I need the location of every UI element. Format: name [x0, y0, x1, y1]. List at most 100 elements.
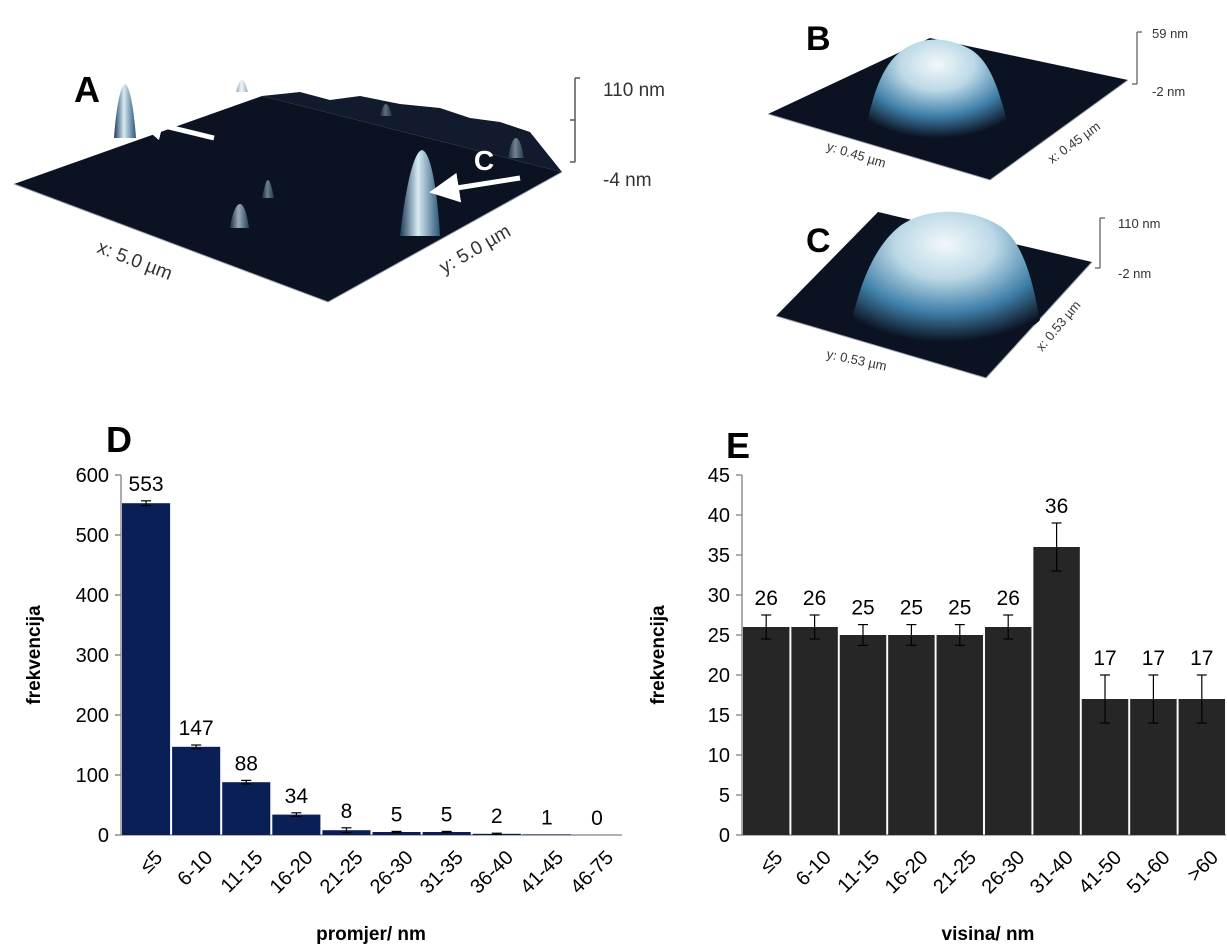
chart-e-x-tick-label: 41-50	[1074, 847, 1126, 899]
chart-d-x-tick-label: 16-20	[266, 847, 318, 899]
chart-e-data-label: 25	[900, 597, 923, 620]
chart-e-y-tick-label: 15	[708, 705, 730, 727]
chart-e-x-tick-label: ≤5	[756, 847, 787, 878]
panel-c-y-label: y: 0.53 µm	[825, 346, 888, 373]
chart-e-x-tick-label: 51-60	[1123, 847, 1175, 899]
chart-d-data-label: 88	[235, 752, 258, 775]
panel-b-scale-bottom: -2 nm	[1152, 84, 1185, 99]
panel-b-peak	[866, 39, 1008, 139]
chart-d-bar	[172, 746, 221, 835]
chart-d-x-tick-label: 11-15	[217, 847, 268, 898]
chart-d-data-label: 8	[341, 800, 353, 823]
chart-d-xlabel: promjer/ nm	[316, 924, 426, 945]
chart-e-y-tick-label: 20	[708, 665, 730, 687]
panel-b-scale-top: 59 nm	[1152, 26, 1188, 41]
small-peak	[380, 104, 392, 116]
chart-e-y-tick-label: 25	[708, 625, 730, 647]
chart-d-x-tick-label: 21-25	[316, 847, 368, 899]
chart-e-bar	[1033, 547, 1080, 835]
peak-c-spike	[400, 150, 440, 236]
chart-d-x-tick-label: 26-30	[366, 847, 418, 899]
chart-e-data-label: 17	[1190, 647, 1213, 670]
chart-e-x-tick-label: >60	[1183, 847, 1223, 887]
chart-d-data-label: 34	[285, 785, 309, 808]
panel-a-surface-texture	[262, 92, 562, 172]
chart-d-data-label: 553	[129, 473, 164, 496]
chart-e-y-tick-label: 45	[708, 465, 730, 487]
chart-d-bar	[522, 834, 571, 835]
chart-e-data-label: 26	[755, 587, 778, 610]
panel-c-scale-top: 110 nm	[1118, 216, 1160, 231]
chart-d-x-tick-label: 36-40	[466, 847, 518, 899]
panel-a-scale-bottom: -4 nm	[603, 170, 652, 191]
panel-a-letter: A	[74, 69, 100, 110]
chart-e-data-label: 26	[997, 587, 1020, 610]
chart-d-bar	[122, 503, 171, 835]
chart-d-letter: D	[106, 419, 132, 460]
panel-a-scale-top: 110 nm	[603, 80, 665, 101]
chart-d-x-tick-label: 6-10	[173, 847, 217, 891]
panel-c-letter: C	[806, 222, 831, 260]
chart-d-data-label: 5	[391, 803, 403, 826]
chart-d-bar	[272, 814, 321, 835]
chart-d-ylabel: frekvencija	[24, 605, 45, 705]
chart-d-x-tick-label: 31-35	[416, 847, 468, 899]
chart-e-x-tick-label: 21-25	[929, 847, 981, 899]
arrow-b	[133, 110, 215, 141]
panel-c-surface-edge	[775, 261, 1093, 379]
chart-d-data-label: 0	[591, 807, 603, 830]
chart-d-y-tick-label: 600	[76, 465, 109, 487]
chart-d-y-tick-label: 0	[98, 825, 109, 847]
chart-e: E frekvencija visina/ nm 0 5 10 15 20 25 30 35 4…	[648, 425, 1226, 945]
chart-d-y-tick-label: 500	[76, 525, 109, 547]
chart-e-data-label: 25	[851, 597, 874, 620]
chart-e-letter: E	[726, 425, 750, 466]
chart-e-y-tick-label: 0	[719, 825, 730, 847]
chart-e-bar	[936, 635, 984, 835]
chart-d-x-tick-label: 41-45	[516, 847, 568, 899]
small-peak	[236, 80, 248, 92]
panel-a-x-label: x: 5.0 µm	[94, 237, 175, 285]
chart-d-y-tick-label: 200	[76, 705, 109, 727]
chart-e-y-tick-label: 35	[708, 545, 730, 567]
chart-e-plot: 0 5 10 15 20 25 30 35 40 45 26 ≤5 26 6-10 25 11-15 25 16-…	[708, 465, 1226, 898]
chart-e-ylabel: frekvencija	[648, 605, 669, 705]
peak-b-spike	[114, 84, 136, 138]
chart-e-data-label: 17	[1142, 647, 1165, 670]
arrow-c	[429, 172, 521, 203]
chart-e-data-label: 36	[1045, 495, 1068, 518]
chart-e-data-label: 26	[803, 587, 826, 610]
chart-d-x-tick-label: ≤5	[136, 847, 167, 878]
panel-c: C 110 nm -2 nm y: 0.53 µm x: 0.53 µm	[775, 211, 1160, 379]
chart-e-data-label: 17	[1093, 647, 1116, 670]
chart-e-x-tick-label: 31-40	[1026, 847, 1078, 899]
panel-b: B 59 nm -2 nm y: 0.45 µm x: 0.45 µm	[767, 20, 1188, 181]
small-peak	[262, 180, 274, 198]
chart-e-y-tick-label: 5	[719, 785, 730, 807]
small-peak	[508, 138, 524, 158]
chart-e-xlabel: visina/ nm	[942, 924, 1035, 945]
chart-d-y-tick-label: 400	[76, 585, 109, 607]
panel-b-surface-edge	[767, 79, 1129, 181]
chart-e-bar	[888, 635, 935, 835]
chart-e-y-tick-label: 10	[708, 745, 730, 767]
small-peak	[230, 204, 249, 228]
chart-d: D frekvencija promjer/ nm 0 100 200 300 400 5…	[24, 419, 622, 945]
chart-d-bar	[422, 832, 471, 835]
chart-d-bar	[222, 782, 271, 835]
panel-c-scale-bottom: -2 nm	[1118, 266, 1151, 281]
panel-b-letter: B	[806, 20, 831, 58]
panel-a: B C A 110 nm -4 nm x: 5.0 µm y: 5.0 µm	[13, 69, 665, 303]
chart-e-data-label: 25	[948, 597, 971, 620]
chart-e-bar	[839, 635, 887, 835]
chart-d-data-label: 2	[491, 805, 503, 828]
chart-d-y-tick-label: 300	[76, 645, 109, 667]
chart-e-bar	[984, 627, 1032, 835]
arrow-c-label: C	[474, 145, 494, 176]
chart-d-data-label: 147	[179, 717, 214, 740]
arrow-b-label: B	[176, 93, 196, 124]
chart-e-x-tick-label: 11-15	[833, 847, 884, 898]
chart-e-y-tick-label: 40	[708, 505, 730, 527]
chart-d-y-tick-label: 100	[76, 765, 109, 787]
chart-e-x-tick-label: 16-20	[881, 847, 933, 899]
